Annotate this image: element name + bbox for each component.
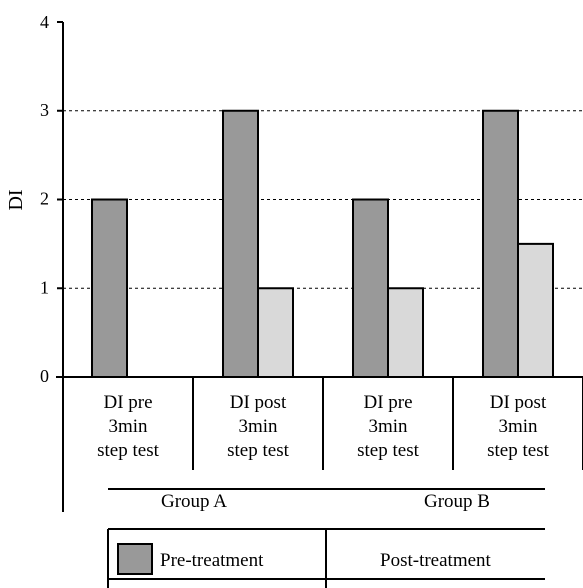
category-label-line: step test <box>227 440 289 461</box>
category-label-line: step test <box>357 440 419 461</box>
legend-label-post: Post-treatment <box>380 550 492 571</box>
category-label: DI post 3min step test <box>487 392 549 461</box>
category-label-line: 3min <box>238 416 278 437</box>
bars <box>91 109 554 378</box>
category-label-line: DI pre <box>103 392 152 413</box>
bar <box>517 242 554 378</box>
category-label: DI post 3min step test <box>227 392 289 461</box>
category-label-line: step test <box>487 440 549 461</box>
y-tick-label: 3 <box>40 100 49 120</box>
bar <box>387 287 424 378</box>
y-axis-title: DI <box>5 189 27 210</box>
legend-label-pre: Pre-treatment <box>160 550 264 571</box>
legend-swatch-pre <box>117 543 153 575</box>
bar <box>257 287 294 378</box>
category-label-line: DI post <box>230 392 287 413</box>
bar <box>91 198 128 378</box>
category-label-line: step test <box>97 440 159 461</box>
bar <box>222 109 259 378</box>
category-label: DI pre 3min step test <box>97 392 159 461</box>
y-ticks: 0 1 2 3 4 <box>40 12 63 386</box>
group-labels: Group A Group B <box>108 488 545 512</box>
axes <box>56 22 583 512</box>
category-label-line: 3min <box>368 416 408 437</box>
category-label: DI pre 3min step test <box>357 392 419 461</box>
legend: Pre-treatment Post-treatment <box>107 528 545 588</box>
category-label-line: DI pre <box>363 392 412 413</box>
y-tick-label: 0 <box>40 366 49 386</box>
y-tick-label: 1 <box>40 277 49 297</box>
category-label-line: 3min <box>498 416 538 437</box>
category-label-line: DI post <box>490 392 547 413</box>
bar <box>482 109 519 378</box>
group-label-b: Group B <box>424 491 490 512</box>
category-label-line: 3min <box>108 416 148 437</box>
bar <box>352 198 389 378</box>
group-label-a: Group A <box>161 491 227 512</box>
y-tick-label: 4 <box>40 12 49 32</box>
y-tick-label: 2 <box>40 189 49 209</box>
